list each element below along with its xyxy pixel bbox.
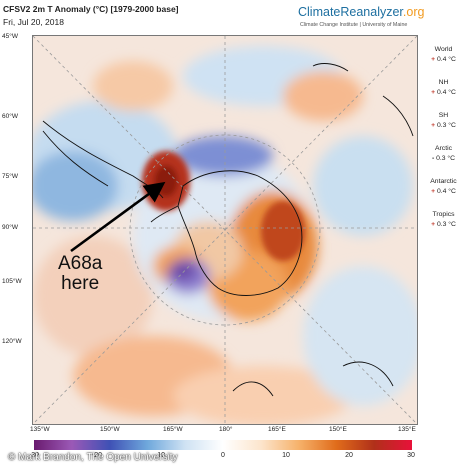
colorbar-tick: 20 bbox=[345, 452, 353, 459]
lon-label: 165°E bbox=[268, 426, 286, 433]
colorbar-tick: 0 bbox=[221, 452, 225, 459]
lat-label: 105°W bbox=[2, 278, 22, 285]
stat-value: 0.4 °C bbox=[436, 89, 456, 96]
lat-label: 45°W bbox=[2, 33, 18, 40]
stats-panel: World + 0.4 °C NH + 0.4 °C SH + 0.3 °C A… bbox=[421, 46, 466, 244]
stat-antarctic: Antarctic + 0.4 °C bbox=[421, 178, 466, 211]
stat-sign: + bbox=[431, 56, 436, 63]
colorbar-tick: -10 bbox=[154, 452, 166, 459]
stat-region: World bbox=[434, 46, 453, 53]
colorbar-tick: 10 bbox=[282, 452, 290, 459]
lon-label: 135°E bbox=[398, 426, 416, 433]
map-date: Fri, Jul 20, 2018 bbox=[3, 17, 64, 27]
annotation-line2: here bbox=[61, 273, 100, 294]
annotation-line1: A68a bbox=[58, 253, 103, 274]
stat-sign: + bbox=[431, 188, 436, 195]
map-title: CFSV2 2m T Anomaly (°C) [1979-2000 base] bbox=[3, 4, 179, 14]
colorbar-tick: -30 bbox=[28, 452, 40, 459]
stat-arctic: Arctic - 0.3 °C bbox=[421, 145, 466, 178]
stat-value: 0.4 °C bbox=[436, 188, 456, 195]
brand-tld: .org bbox=[402, 5, 425, 19]
stat-value: 0.3 °C bbox=[436, 122, 456, 129]
brand-logo[interactable]: ClimateReanalyzer.org bbox=[298, 5, 424, 19]
lat-label: 60°W bbox=[2, 113, 18, 120]
lon-label: 135°W bbox=[30, 426, 50, 433]
colorbar bbox=[34, 440, 412, 450]
stat-region: Arctic bbox=[435, 145, 452, 152]
annotation-label: A68a here bbox=[58, 254, 102, 294]
stat-region: NH bbox=[438, 79, 449, 86]
lon-label: 165°W bbox=[163, 426, 183, 433]
brand-name: ClimateReanalyzer bbox=[298, 5, 403, 19]
stat-region: Antarctic bbox=[430, 178, 457, 185]
stat-nh: NH + 0.4 °C bbox=[421, 79, 466, 112]
graticule bbox=[33, 36, 417, 424]
stat-sign: + bbox=[431, 89, 436, 96]
warm-anomaly-hotspot bbox=[142, 151, 305, 261]
stat-sign: + bbox=[431, 221, 436, 228]
lon-label: 180° bbox=[219, 426, 233, 433]
annotation-arrow bbox=[70, 181, 166, 253]
brand-subtitle: Climate Change Institute | University of… bbox=[300, 22, 408, 28]
stat-sh: SH + 0.3 °C bbox=[421, 112, 466, 145]
stat-sign: - bbox=[431, 155, 435, 162]
lon-label: 150°E bbox=[329, 426, 347, 433]
map-graphic bbox=[33, 36, 417, 424]
photo-credit: © Mark Brandon, The Open University bbox=[8, 452, 178, 463]
lat-label: 75°W bbox=[2, 173, 18, 180]
stat-region: Tropics bbox=[432, 211, 455, 218]
stat-value: 0.3 °C bbox=[436, 155, 456, 162]
stat-tropics: Tropics + 0.3 °C bbox=[421, 211, 466, 244]
stat-region: SH bbox=[438, 112, 449, 119]
stat-sign: + bbox=[431, 122, 436, 129]
colorbar-tick: -20 bbox=[91, 452, 103, 459]
stat-value: 0.4 °C bbox=[436, 56, 456, 63]
anomaly-map bbox=[32, 35, 418, 425]
lon-label: 150°W bbox=[100, 426, 120, 433]
stat-value: 0.3 °C bbox=[436, 221, 456, 228]
lat-label: 120°W bbox=[2, 338, 22, 345]
colorbar-tick: 30 bbox=[407, 452, 415, 459]
lat-label: 90°W bbox=[2, 224, 18, 231]
stat-world: World + 0.4 °C bbox=[421, 46, 466, 79]
